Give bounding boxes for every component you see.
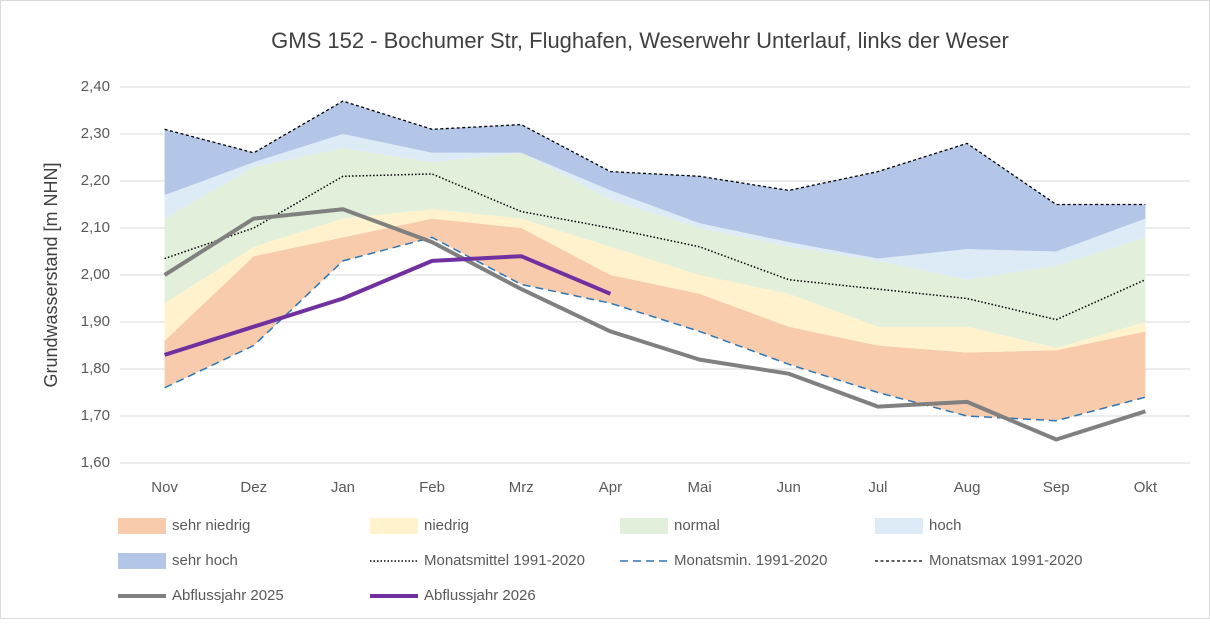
y-tick-label: 2,30 bbox=[81, 125, 110, 142]
y-tick-label: 2,40 bbox=[81, 78, 110, 95]
x-tick-label: Jan bbox=[331, 479, 355, 496]
x-tick-label: Nov bbox=[151, 479, 178, 496]
x-tick-label: Apr bbox=[599, 479, 622, 496]
y-tick-label: 1,90 bbox=[81, 313, 110, 330]
y-tick-label: 1,70 bbox=[81, 407, 110, 424]
x-tick-label: Dez bbox=[240, 479, 267, 496]
legend-swatch bbox=[118, 518, 166, 534]
x-tick-label: Mrz bbox=[509, 479, 534, 496]
legend-label: Abflussjahr 2025 bbox=[172, 587, 284, 604]
band-area bbox=[164, 209, 1146, 353]
legend-swatch bbox=[875, 518, 923, 534]
series-line bbox=[163, 207, 1147, 442]
y-tick-label: 2,20 bbox=[81, 172, 110, 189]
x-tick-label: Feb bbox=[419, 479, 445, 496]
band-area bbox=[164, 218, 1146, 421]
y-axis-label: Grundwasserstand [m NHN] bbox=[41, 162, 61, 387]
y-tick-label: 1,80 bbox=[81, 360, 110, 377]
band-area bbox=[164, 101, 1146, 259]
legend-label: normal bbox=[674, 517, 720, 534]
series-line bbox=[164, 173, 1146, 321]
series-line bbox=[163, 254, 612, 357]
x-tick-label: Aug bbox=[954, 479, 981, 496]
legend-label: Monatsmax 1991-2020 bbox=[929, 552, 1082, 569]
x-tick-label: Jun bbox=[777, 479, 801, 496]
legend-label: sehr niedrig bbox=[172, 517, 250, 534]
legend-swatch bbox=[370, 518, 418, 534]
x-tick-label: Jul bbox=[868, 479, 887, 496]
y-tick-label: 2,10 bbox=[81, 219, 110, 236]
legend-label: sehr hoch bbox=[172, 552, 238, 569]
band-area bbox=[164, 134, 1146, 280]
band-area bbox=[164, 148, 1146, 348]
legend-label: hoch bbox=[929, 517, 962, 534]
series-line bbox=[164, 100, 1146, 206]
y-tick-label: 1,60 bbox=[81, 454, 110, 471]
x-tick-label: Mai bbox=[687, 479, 711, 496]
legend-label: niedrig bbox=[424, 517, 469, 534]
legend-label: Monatsmittel 1991-2020 bbox=[424, 552, 585, 569]
legend-swatch bbox=[620, 518, 668, 534]
x-tick-label: Okt bbox=[1134, 479, 1158, 496]
series-line bbox=[164, 236, 1146, 422]
chart-title: GMS 152 - Bochumer Str, Flughafen, Weser… bbox=[271, 28, 1009, 53]
legend-label: Abflussjahr 2026 bbox=[424, 587, 536, 604]
legend-label: Monatsmin. 1991-2020 bbox=[674, 552, 827, 569]
y-tick-label: 2,00 bbox=[81, 266, 110, 283]
legend-swatch bbox=[118, 553, 166, 569]
x-tick-label: Sep bbox=[1043, 479, 1070, 496]
